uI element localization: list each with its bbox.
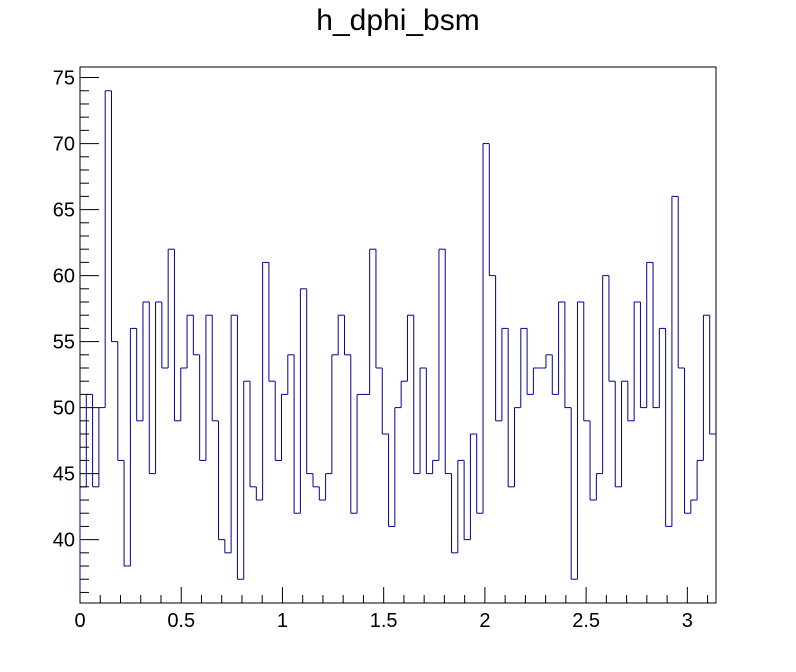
- plot-frame: [79, 66, 717, 604]
- x-tick-label: 0: [74, 610, 85, 632]
- x-tick-label: 2: [479, 610, 490, 632]
- x-tick-label: 2.5: [572, 610, 600, 632]
- x-tick-label: 0.5: [167, 610, 195, 632]
- y-tick-label: 75: [53, 68, 75, 90]
- y-tick-label: 65: [53, 200, 75, 222]
- y-tick-label: 70: [53, 134, 75, 156]
- chart-title: h_dphi_bsm: [316, 4, 480, 37]
- y-tick-label: 50: [53, 398, 75, 420]
- x-tick-label: 1.5: [370, 610, 398, 632]
- y-tick-label: 45: [53, 464, 75, 486]
- x-tick-label: 1: [277, 610, 288, 632]
- y-tick-label: 60: [53, 266, 75, 288]
- y-tick-label: 40: [53, 530, 75, 552]
- y-tick-label: 55: [53, 332, 75, 354]
- x-tick-label: 3: [682, 610, 693, 632]
